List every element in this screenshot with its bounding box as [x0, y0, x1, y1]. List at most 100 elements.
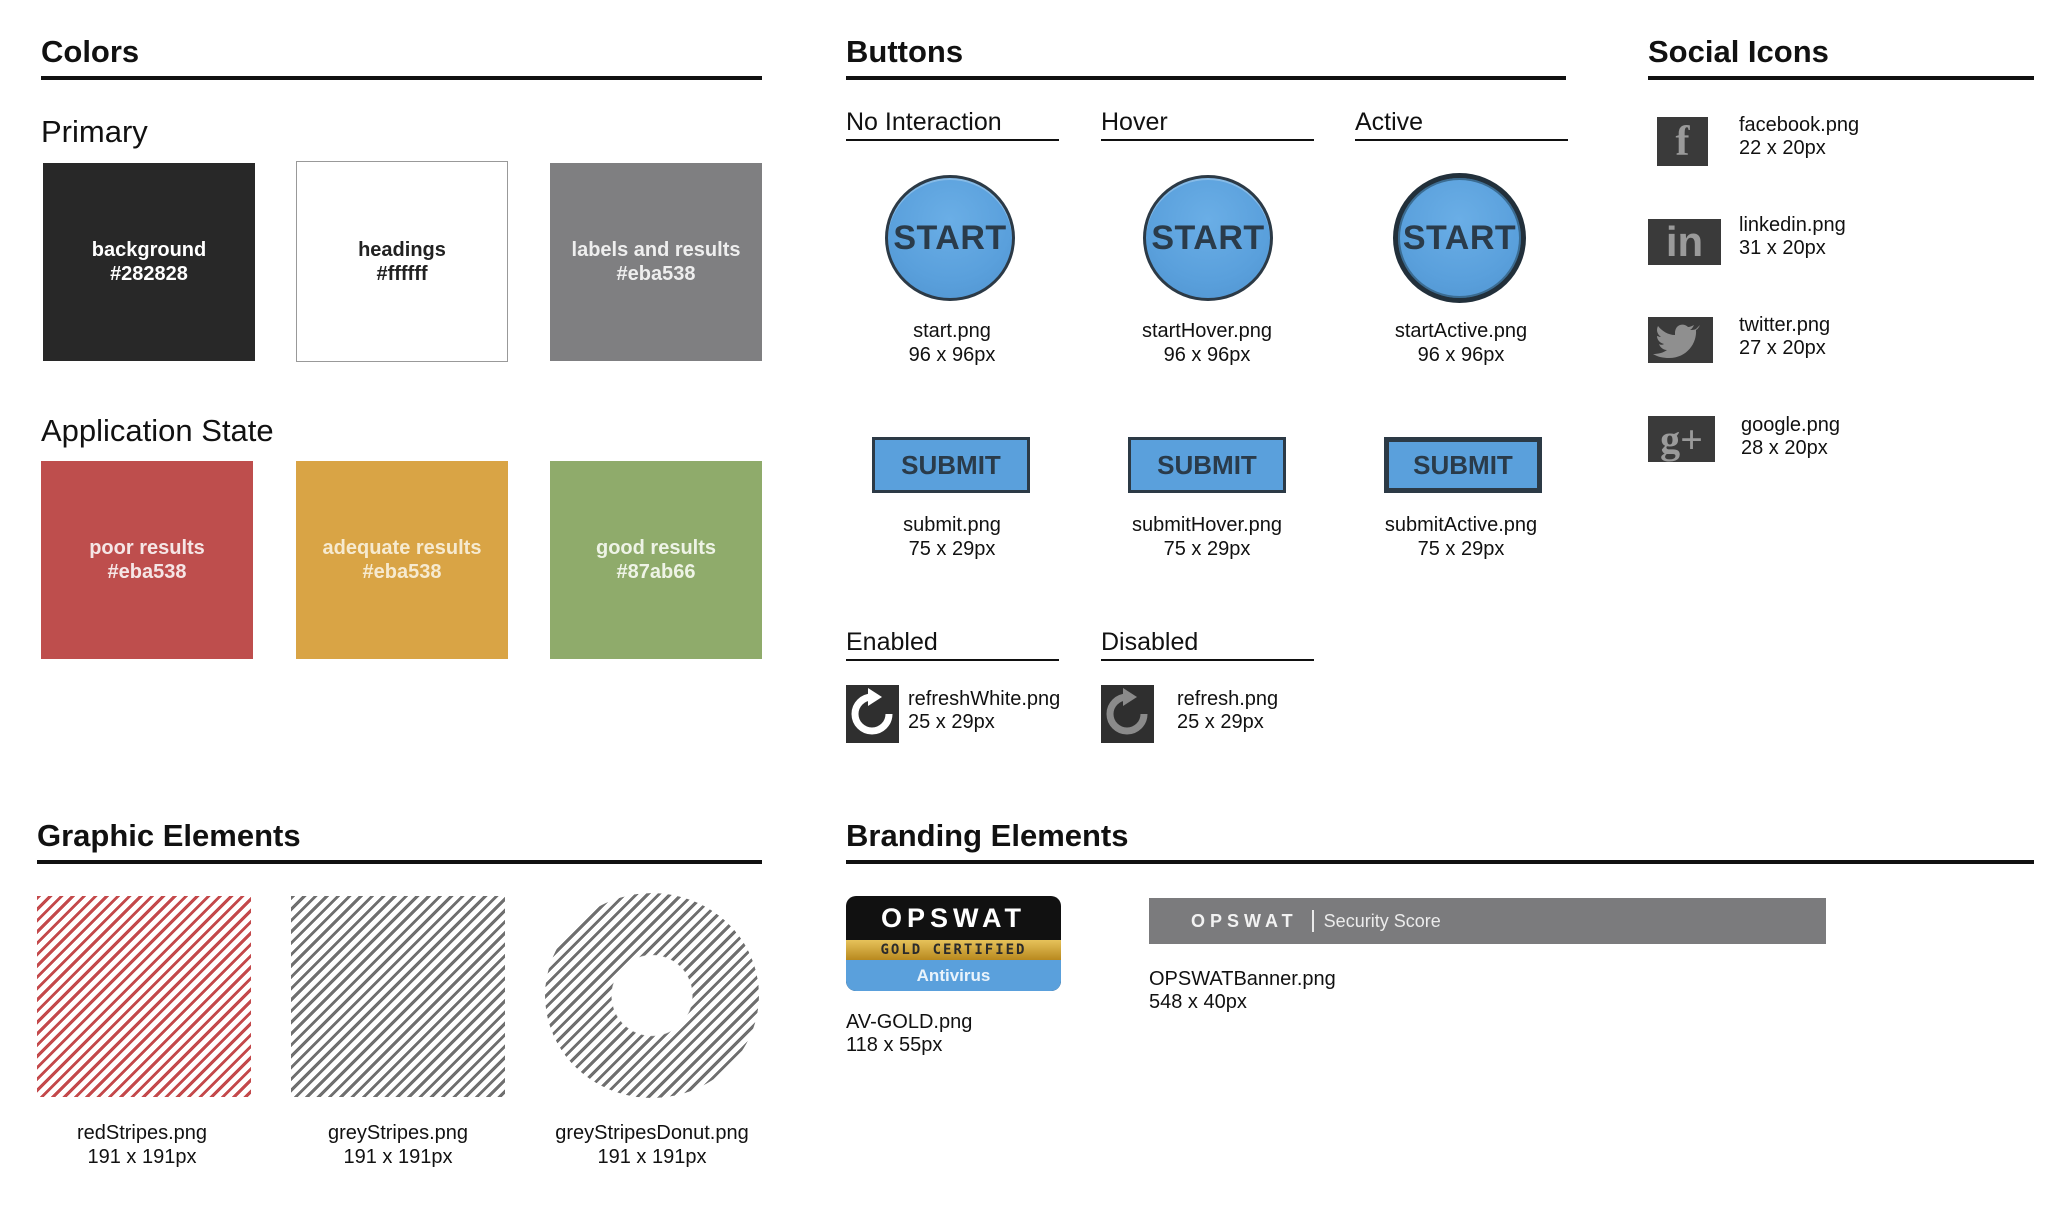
opswat-logo: OPSWAT — [880, 902, 1026, 933]
file-name: startHover.png — [1141, 320, 1273, 342]
file-name: facebook.png — [1739, 114, 1860, 136]
opswat-banner: OPSWAT Security Score — [1149, 898, 1826, 944]
branding-divider — [846, 860, 2034, 864]
file-name: OPSWATBanner.png — [1149, 968, 1336, 990]
graphics-section-title: Graphic Elements — [37, 818, 301, 853]
submit-hover-button[interactable]: SUBMIT — [1128, 437, 1286, 493]
file-size: 25 x 29px — [908, 711, 995, 733]
swatch-labels-results: labels and results #eba538 — [550, 163, 762, 361]
application-state-title: Application State — [41, 413, 274, 448]
grey-donut-caption: greyStripesDonut.png 191 x 191px — [542, 1121, 762, 1169]
swatch-adequate-results: adequate results #eba538 — [296, 461, 508, 659]
av-gold-caption: AV-GOLD.png 118 x 55px — [846, 1011, 972, 1057]
grey-stripes-graphic — [291, 896, 505, 1097]
submit-button[interactable]: SUBMIT — [872, 437, 1030, 493]
primary-group-title: Primary — [41, 114, 148, 149]
banner-separator — [1311, 910, 1314, 932]
red-stripes-graphic — [37, 896, 251, 1097]
file-name: startActive.png — [1394, 320, 1528, 342]
refresh-icon — [851, 688, 893, 735]
banner-tagline: Security Score — [1323, 910, 1441, 931]
submit-active-button[interactable]: SUBMIT — [1384, 437, 1542, 493]
start-active-button[interactable]: START — [1393, 173, 1526, 303]
refresh-disabled-button — [1101, 685, 1154, 743]
swatch-name: background — [91, 239, 207, 261]
start-active-caption: startActive.png 96 x 96px — [1361, 319, 1561, 367]
swatch-hex: #eba538 — [362, 561, 442, 583]
column-divider — [846, 139, 1059, 141]
swatch-good-results: good results #87ab66 — [550, 461, 762, 659]
refresh-white-button[interactable] — [846, 685, 899, 743]
column-no-interaction: No Interaction — [846, 108, 1002, 136]
swatch-headings: headings #ffffff — [296, 161, 508, 362]
file-name: start.png — [913, 320, 991, 342]
branding-section-title: Branding Elements — [846, 818, 1129, 853]
swatch-poor-results: poor results #eba538 — [41, 461, 253, 659]
file-size: 27 x 20px — [1739, 337, 1826, 359]
refresh-disabled-caption: refresh.png 25 x 29px — [1177, 688, 1278, 734]
twitter-icon[interactable] — [1648, 317, 1713, 363]
file-name: AV-GOLD.png — [846, 1011, 973, 1033]
buttons-section-title: Buttons — [846, 34, 964, 69]
file-size: 28 x 20px — [1741, 437, 1828, 459]
social-section-title: Social Icons — [1648, 34, 1829, 69]
file-size: 75 x 29px — [908, 538, 996, 560]
start-caption: start.png 96 x 96px — [852, 319, 1052, 367]
refresh-white-caption: refreshWhite.png 25 x 29px — [908, 688, 1060, 734]
file-size: 22 x 20px — [1739, 137, 1826, 159]
swatch-hex: #eba538 — [107, 561, 187, 583]
start-hover-button[interactable]: START — [1143, 175, 1273, 301]
swatch-hex: #eba538 — [616, 263, 696, 285]
column-divider — [1101, 139, 1314, 141]
refresh-icon — [1106, 688, 1148, 735]
linkedin-icon[interactable]: in — [1648, 218, 1721, 265]
disabled-divider — [1101, 659, 1314, 661]
file-name: greyStripes.png — [327, 1122, 469, 1144]
column-active: Active — [1355, 108, 1424, 136]
linkedin-caption: linkedin.png 31 x 20px — [1739, 214, 1846, 260]
enabled-title: Enabled — [846, 628, 938, 656]
swatch-hex: #87ab66 — [616, 561, 696, 583]
start-button[interactable]: START — [885, 175, 1015, 301]
twitter-bird-icon — [1653, 324, 1700, 358]
file-size: 75 x 29px — [1163, 538, 1251, 560]
twitter-caption: twitter.png 27 x 20px — [1739, 314, 1830, 360]
file-size: 191 x 191px — [597, 1146, 707, 1168]
facebook-caption: facebook.png 22 x 20px — [1739, 114, 1859, 160]
file-size: 96 x 96px — [1417, 344, 1505, 366]
buttons-divider — [846, 76, 1566, 80]
swatch-name: labels and results — [571, 239, 741, 261]
file-name: greyStripesDonut.png — [555, 1122, 749, 1144]
graphics-divider — [37, 860, 762, 864]
swatch-hex: #ffffff — [376, 262, 428, 285]
file-name: submitActive.png — [1384, 514, 1538, 536]
swatch-name: good results — [595, 537, 716, 559]
av-gold-badge: OPSWAT GOLD CERTIFIED Antivirus — [846, 896, 1061, 991]
file-size: 25 x 29px — [1177, 711, 1264, 733]
file-size: 191 x 191px — [87, 1146, 197, 1168]
swatch-background: background #282828 — [43, 163, 255, 361]
swatch-name: headings — [358, 238, 446, 261]
submit-active-caption: submitActive.png 75 x 29px — [1361, 513, 1561, 561]
file-size: 31 x 20px — [1739, 237, 1826, 259]
file-name: linkedin.png — [1739, 214, 1846, 236]
facebook-icon[interactable]: f — [1657, 117, 1708, 166]
red-stripes-caption: redStripes.png 191 x 191px — [42, 1121, 242, 1169]
swatch-name: poor results — [89, 537, 205, 559]
banner-caption: OPSWATBanner.png 548 x 40px — [1149, 968, 1336, 1014]
google-plus-icon[interactable]: g+ — [1648, 416, 1715, 462]
colors-section-title: Colors — [41, 34, 140, 69]
file-size: 96 x 96px — [1163, 344, 1251, 366]
swatch-name: adequate results — [322, 537, 482, 559]
submit-caption: submit.png 75 x 29px — [852, 513, 1052, 561]
grey-stripes-caption: greyStripes.png 191 x 191px — [298, 1121, 498, 1169]
file-size: 75 x 29px — [1417, 538, 1505, 560]
google-caption: google.png 28 x 20px — [1741, 414, 1840, 460]
file-name: google.png — [1741, 414, 1840, 436]
gold-certified-ribbon: GOLD CERTIFIED — [846, 940, 1061, 960]
start-hover-caption: startHover.png 96 x 96px — [1107, 319, 1307, 367]
file-name: twitter.png — [1739, 314, 1831, 336]
file-name: submitHover.png — [1131, 514, 1283, 536]
file-size: 118 x 55px — [846, 1034, 943, 1056]
antivirus-label: Antivirus — [846, 960, 1061, 991]
